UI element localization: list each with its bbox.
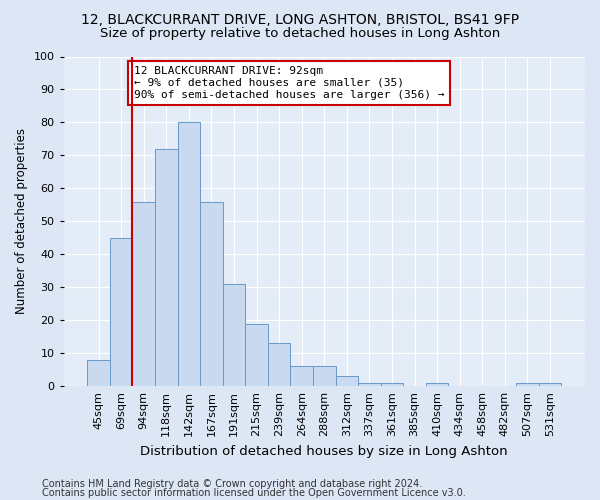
Bar [426, 383, 448, 386]
Bar [133, 202, 155, 386]
Bar [268, 344, 290, 386]
Bar [178, 122, 200, 386]
Text: Contains HM Land Registry data © Crown copyright and database right 2024.: Contains HM Land Registry data © Crown c… [42, 479, 422, 489]
Bar [200, 202, 223, 386]
X-axis label: Distribution of detached houses by size in Long Ashton: Distribution of detached houses by size … [140, 444, 508, 458]
Bar [290, 366, 313, 386]
Bar [245, 324, 268, 386]
Bar [313, 366, 335, 386]
Text: 12 BLACKCURRANT DRIVE: 92sqm
← 9% of detached houses are smaller (35)
90% of sem: 12 BLACKCURRANT DRIVE: 92sqm ← 9% of det… [134, 66, 444, 100]
Bar [110, 238, 133, 386]
Bar [516, 383, 539, 386]
Bar [335, 376, 358, 386]
Bar [358, 383, 381, 386]
Bar [223, 284, 245, 386]
Text: Size of property relative to detached houses in Long Ashton: Size of property relative to detached ho… [100, 28, 500, 40]
Text: Contains public sector information licensed under the Open Government Licence v3: Contains public sector information licen… [42, 488, 466, 498]
Bar [539, 383, 561, 386]
Text: 12, BLACKCURRANT DRIVE, LONG ASHTON, BRISTOL, BS41 9FP: 12, BLACKCURRANT DRIVE, LONG ASHTON, BRI… [81, 12, 519, 26]
Y-axis label: Number of detached properties: Number of detached properties [15, 128, 28, 314]
Bar [381, 383, 403, 386]
Bar [87, 360, 110, 386]
Bar [155, 149, 178, 386]
